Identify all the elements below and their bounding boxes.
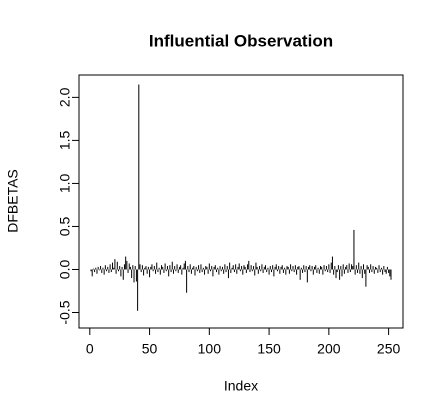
y-tick-label: 1.0 xyxy=(57,173,73,193)
x-tick-label: 200 xyxy=(317,341,341,357)
x-tick-label: 150 xyxy=(257,341,281,357)
y-tick-label: 1.5 xyxy=(57,130,73,150)
chart-title: Influential Observation xyxy=(149,31,333,50)
y-tick-label: 0.0 xyxy=(57,260,73,280)
x-tick-label: 250 xyxy=(377,341,401,357)
y-tick-label: 2.0 xyxy=(57,87,73,107)
x-axis-label: Index xyxy=(224,378,258,394)
x-tick-label: 100 xyxy=(198,341,222,357)
plot-frame xyxy=(78,74,404,329)
x-tick-label: 0 xyxy=(86,341,94,357)
x-tick-label: 50 xyxy=(142,341,158,357)
y-tick-label: -0.5 xyxy=(57,300,73,324)
y-tick-label: 0.5 xyxy=(57,217,73,237)
y-axis-label: DFBETAS xyxy=(5,169,21,233)
